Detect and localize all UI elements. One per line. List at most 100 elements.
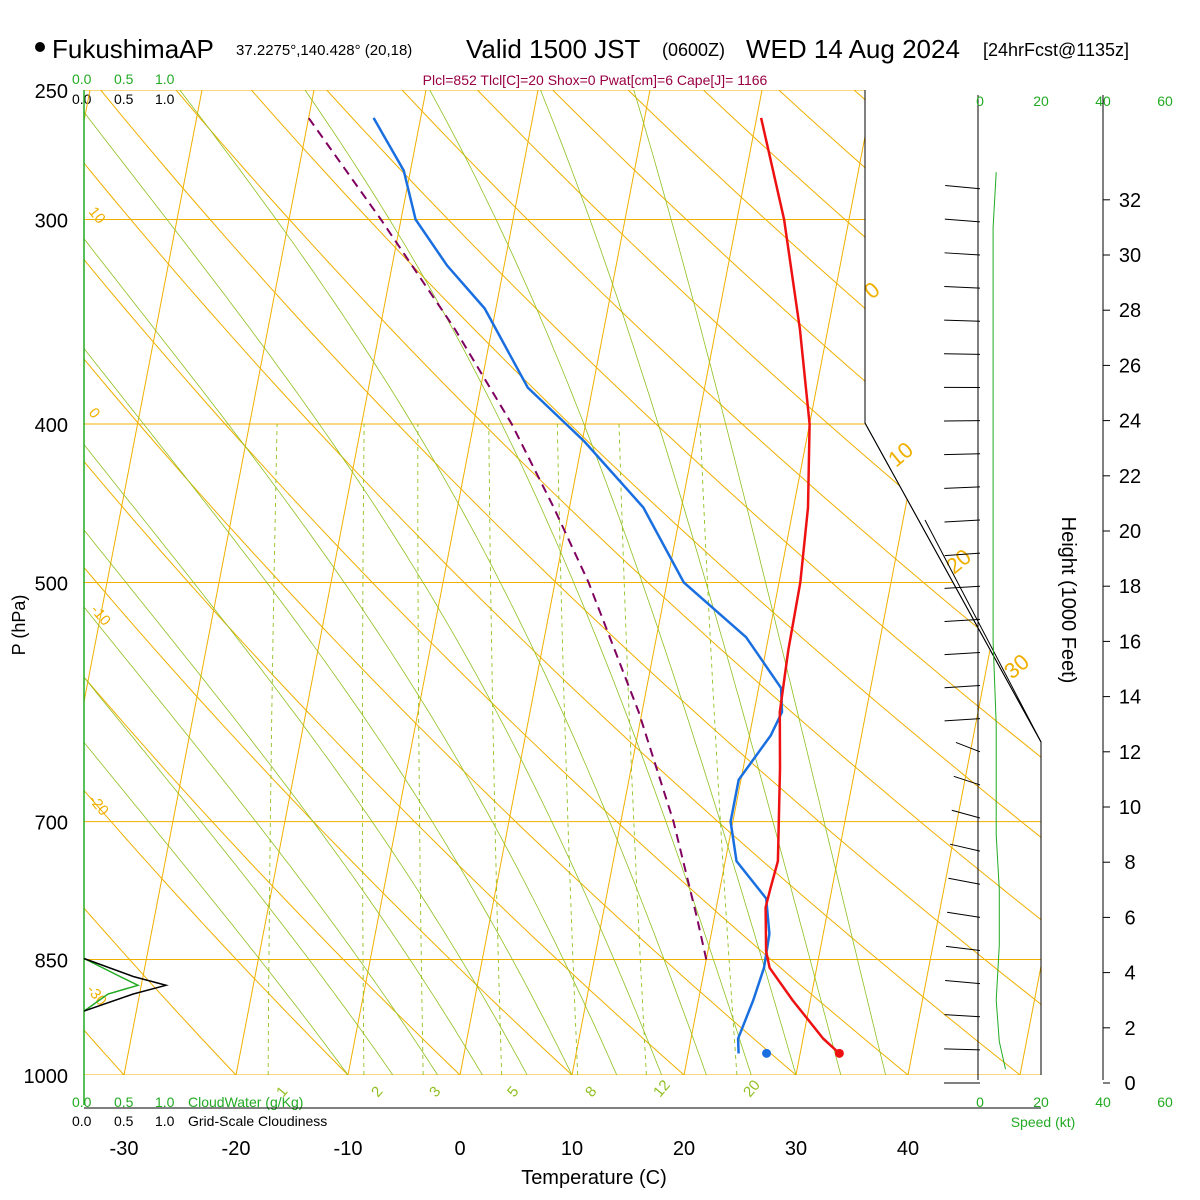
dry-adiabat-label: 10 xyxy=(883,437,918,472)
pressure-tick-label: 400 xyxy=(35,415,68,437)
speed-tick-label-top: 20 xyxy=(1033,93,1049,109)
height-tick-label: 24 xyxy=(1119,411,1141,433)
surface-temperature-dot xyxy=(834,1048,844,1058)
dry-adiabat-label: 0 xyxy=(85,405,103,422)
dry-adiabat-line xyxy=(523,90,1041,1075)
dry-adiabat-label: 10 xyxy=(85,204,109,228)
cloud-profile xyxy=(83,957,169,1012)
speed-axis-title: Speed (kt) xyxy=(1011,1114,1076,1130)
moist-adiabat-line xyxy=(84,90,438,1075)
wind-barb xyxy=(944,585,981,589)
cloud-black-b2: 1.0 xyxy=(155,1113,175,1129)
isotherm-line xyxy=(84,90,203,1075)
cloudiness-curve xyxy=(83,957,169,1012)
plot-frame xyxy=(83,90,1104,1109)
height-tick-label: 30 xyxy=(1119,245,1141,267)
wind-barb xyxy=(945,185,981,190)
dry-adiabat-line xyxy=(300,90,1041,1075)
pressure-tick-label: 500 xyxy=(35,574,68,596)
temperature-tick-label: 0 xyxy=(454,1138,465,1160)
height-tick-label: 16 xyxy=(1119,631,1141,653)
mixing-ratio-label: 5 xyxy=(504,1083,522,1100)
cloudwater-label: CloudWater (g/Kg) xyxy=(188,1094,303,1110)
wind-barb xyxy=(944,453,981,456)
dry-adiabat-line xyxy=(821,90,1041,1075)
wind-barb xyxy=(944,353,981,355)
cloud-black-1: 0.5 xyxy=(114,91,134,107)
speed-tick-label-top: 0 xyxy=(976,93,984,109)
temperature-tick-label: 20 xyxy=(673,1138,695,1160)
dry-adiabat-line xyxy=(84,90,384,1075)
surface-dewpoint-dot xyxy=(762,1048,772,1058)
height-tick-label: 12 xyxy=(1119,742,1141,764)
wind-diagonal xyxy=(864,422,1042,743)
dry-adiabat-line xyxy=(374,90,1041,1075)
cloud-scale-bottom: 0.0 0.5 1.0 CloudWater (g/Kg) 0.0 0.5 1.… xyxy=(72,1094,327,1129)
valid-zulu: (0600Z) xyxy=(662,40,725,60)
mixing-ratio-line xyxy=(362,423,365,1075)
wind-barb xyxy=(944,685,981,689)
dewpoint-curve xyxy=(372,117,784,1054)
dry-adiabat-line xyxy=(84,90,1041,1075)
cloud-black-b0: 0.0 xyxy=(72,1113,92,1129)
wind-barb xyxy=(947,911,981,918)
cloud-green-b0: 0.0 xyxy=(72,1094,92,1110)
station-name: FukushimaAP xyxy=(52,34,214,64)
wind-speed-curve xyxy=(992,172,1006,1070)
moist-adiabat-line xyxy=(84,90,528,1075)
height-tick-label: 4 xyxy=(1124,963,1135,985)
mixing-ratio-label: 2 xyxy=(368,1083,386,1100)
pressure-tick-label: 300 xyxy=(35,211,68,233)
speed-tick-label-bottom: 60 xyxy=(1157,1094,1173,1110)
dry-adiabat-line xyxy=(449,90,1041,1075)
wind-barb xyxy=(944,552,981,557)
y-axis-title: P (hPa) xyxy=(9,595,29,656)
wind-barb xyxy=(944,519,981,523)
moist-adiabat-line xyxy=(84,90,349,1075)
mixing-ratio-line xyxy=(488,423,503,1075)
pressure-tick-label: 250 xyxy=(35,81,68,103)
isotherm-line xyxy=(571,90,763,1075)
wind-barb xyxy=(944,718,981,722)
speed-tick-label-top: 40 xyxy=(1095,93,1111,109)
temperature-tick-label: 10 xyxy=(561,1138,583,1160)
dry-adiabat-line xyxy=(970,90,1041,1075)
dry-adiabat-line xyxy=(84,90,951,1075)
wind-barb xyxy=(953,775,981,786)
wind-barb xyxy=(944,319,981,322)
wind-barb xyxy=(944,218,981,223)
wind-barb xyxy=(944,618,981,623)
background-grid xyxy=(84,90,1200,1075)
dry-adiabat-label: 0 xyxy=(859,277,884,304)
moist-adiabat-line xyxy=(179,90,707,1075)
speed-tick-label-top: 60 xyxy=(1157,93,1173,109)
moist-adiabat-line xyxy=(540,90,842,1075)
height-tick-label: 10 xyxy=(1119,797,1141,819)
profiles xyxy=(307,117,844,1058)
isotherm-line xyxy=(123,90,315,1075)
wind-barb xyxy=(944,1048,981,1051)
height-tick-label: 22 xyxy=(1119,466,1141,488)
temperature-tick-label: -20 xyxy=(222,1138,251,1160)
temperature-curve xyxy=(759,117,841,1055)
wind-barb xyxy=(948,877,981,885)
cloud-black-0: 0.0 xyxy=(72,91,92,107)
mixing-ratio-line xyxy=(556,423,579,1075)
moist-adiabat-line xyxy=(84,90,662,1075)
mixing-ratio-line xyxy=(699,423,738,1075)
parcel-curve xyxy=(307,117,708,960)
station-coords: 37.2275°,140.428° (20,18) xyxy=(236,42,412,59)
cloud-green-0: 0.0 xyxy=(72,71,92,87)
dry-adiabat-line xyxy=(151,90,1041,1075)
cloud-green-2: 1.0 xyxy=(155,71,175,87)
valid-prefix: Valid 1500 JST xyxy=(466,34,641,64)
isotherm-line xyxy=(1132,90,1200,1075)
height-tick-label: 20 xyxy=(1119,521,1141,543)
wind-barb xyxy=(944,1014,981,1018)
mixing-ratio-label: 20 xyxy=(740,1077,764,1101)
pressure-tick-label: 700 xyxy=(35,813,68,835)
cloud-black-b1: 0.5 xyxy=(114,1113,134,1129)
dry-adiabat-line xyxy=(84,90,497,1075)
mixing-ratio-line xyxy=(618,423,647,1075)
